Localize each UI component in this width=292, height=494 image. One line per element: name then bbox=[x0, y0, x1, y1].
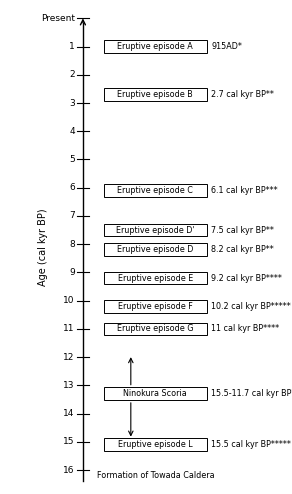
Text: Eruptive episode B: Eruptive episode B bbox=[117, 90, 193, 99]
Bar bbox=[104, 300, 207, 313]
Text: 2: 2 bbox=[69, 70, 75, 80]
Text: 15.5-11.7 cal kyr BP***: 15.5-11.7 cal kyr BP*** bbox=[211, 389, 292, 398]
Text: 13: 13 bbox=[63, 381, 75, 390]
Text: Age (cal kyr BP): Age (cal kyr BP) bbox=[38, 208, 48, 286]
Text: 1: 1 bbox=[69, 42, 75, 51]
Text: Formation of Towada Caldera: Formation of Towada Caldera bbox=[97, 471, 214, 480]
Bar bbox=[104, 224, 207, 237]
Bar bbox=[104, 184, 207, 197]
Bar bbox=[104, 272, 207, 285]
Text: 8.2 cal kyr BP**: 8.2 cal kyr BP** bbox=[211, 246, 274, 254]
Text: 10: 10 bbox=[63, 296, 75, 305]
Text: 15: 15 bbox=[63, 437, 75, 446]
Text: 12: 12 bbox=[63, 353, 75, 362]
Text: Eruptive episode C: Eruptive episode C bbox=[117, 186, 193, 195]
Text: 14: 14 bbox=[63, 409, 75, 418]
Bar bbox=[104, 40, 207, 53]
Text: Eruptive episode D: Eruptive episode D bbox=[117, 246, 194, 254]
Text: 4: 4 bbox=[69, 127, 75, 136]
Text: 10.2 cal kyr BP*****: 10.2 cal kyr BP***** bbox=[211, 302, 291, 311]
Text: Eruptive episode D': Eruptive episode D' bbox=[116, 226, 194, 235]
Text: 915AD*: 915AD* bbox=[211, 42, 242, 51]
Text: 11: 11 bbox=[63, 325, 75, 333]
Text: Present: Present bbox=[41, 14, 75, 23]
Text: Eruptive episode L: Eruptive episode L bbox=[118, 440, 193, 449]
Text: Eruptive episode E: Eruptive episode E bbox=[118, 274, 193, 283]
Text: 5: 5 bbox=[69, 155, 75, 164]
Text: 7.5 cal kyr BP**: 7.5 cal kyr BP** bbox=[211, 226, 274, 235]
Text: 2.7 cal kyr BP**: 2.7 cal kyr BP** bbox=[211, 90, 274, 99]
Bar bbox=[104, 387, 207, 400]
Text: 9: 9 bbox=[69, 268, 75, 277]
Text: Eruptive episode G: Eruptive episode G bbox=[117, 325, 194, 333]
Bar bbox=[104, 438, 207, 451]
Text: 7: 7 bbox=[69, 211, 75, 220]
Bar bbox=[104, 244, 207, 256]
Text: 6.1 cal kyr BP***: 6.1 cal kyr BP*** bbox=[211, 186, 278, 195]
Bar bbox=[104, 323, 207, 335]
Text: 11 cal kyr BP****: 11 cal kyr BP**** bbox=[211, 325, 279, 333]
Text: 16: 16 bbox=[63, 465, 75, 475]
Text: Eruptive episode A: Eruptive episode A bbox=[117, 42, 193, 51]
Text: 8: 8 bbox=[69, 240, 75, 248]
Text: 6: 6 bbox=[69, 183, 75, 192]
Text: Eruptive episode F: Eruptive episode F bbox=[118, 302, 193, 311]
Bar bbox=[104, 88, 207, 101]
Text: 15.5 cal kyr BP*****: 15.5 cal kyr BP***** bbox=[211, 440, 291, 449]
Text: 9.2 cal kyr BP****: 9.2 cal kyr BP**** bbox=[211, 274, 282, 283]
Text: 3: 3 bbox=[69, 98, 75, 108]
Text: Ninokura Scoria: Ninokura Scoria bbox=[124, 389, 187, 398]
